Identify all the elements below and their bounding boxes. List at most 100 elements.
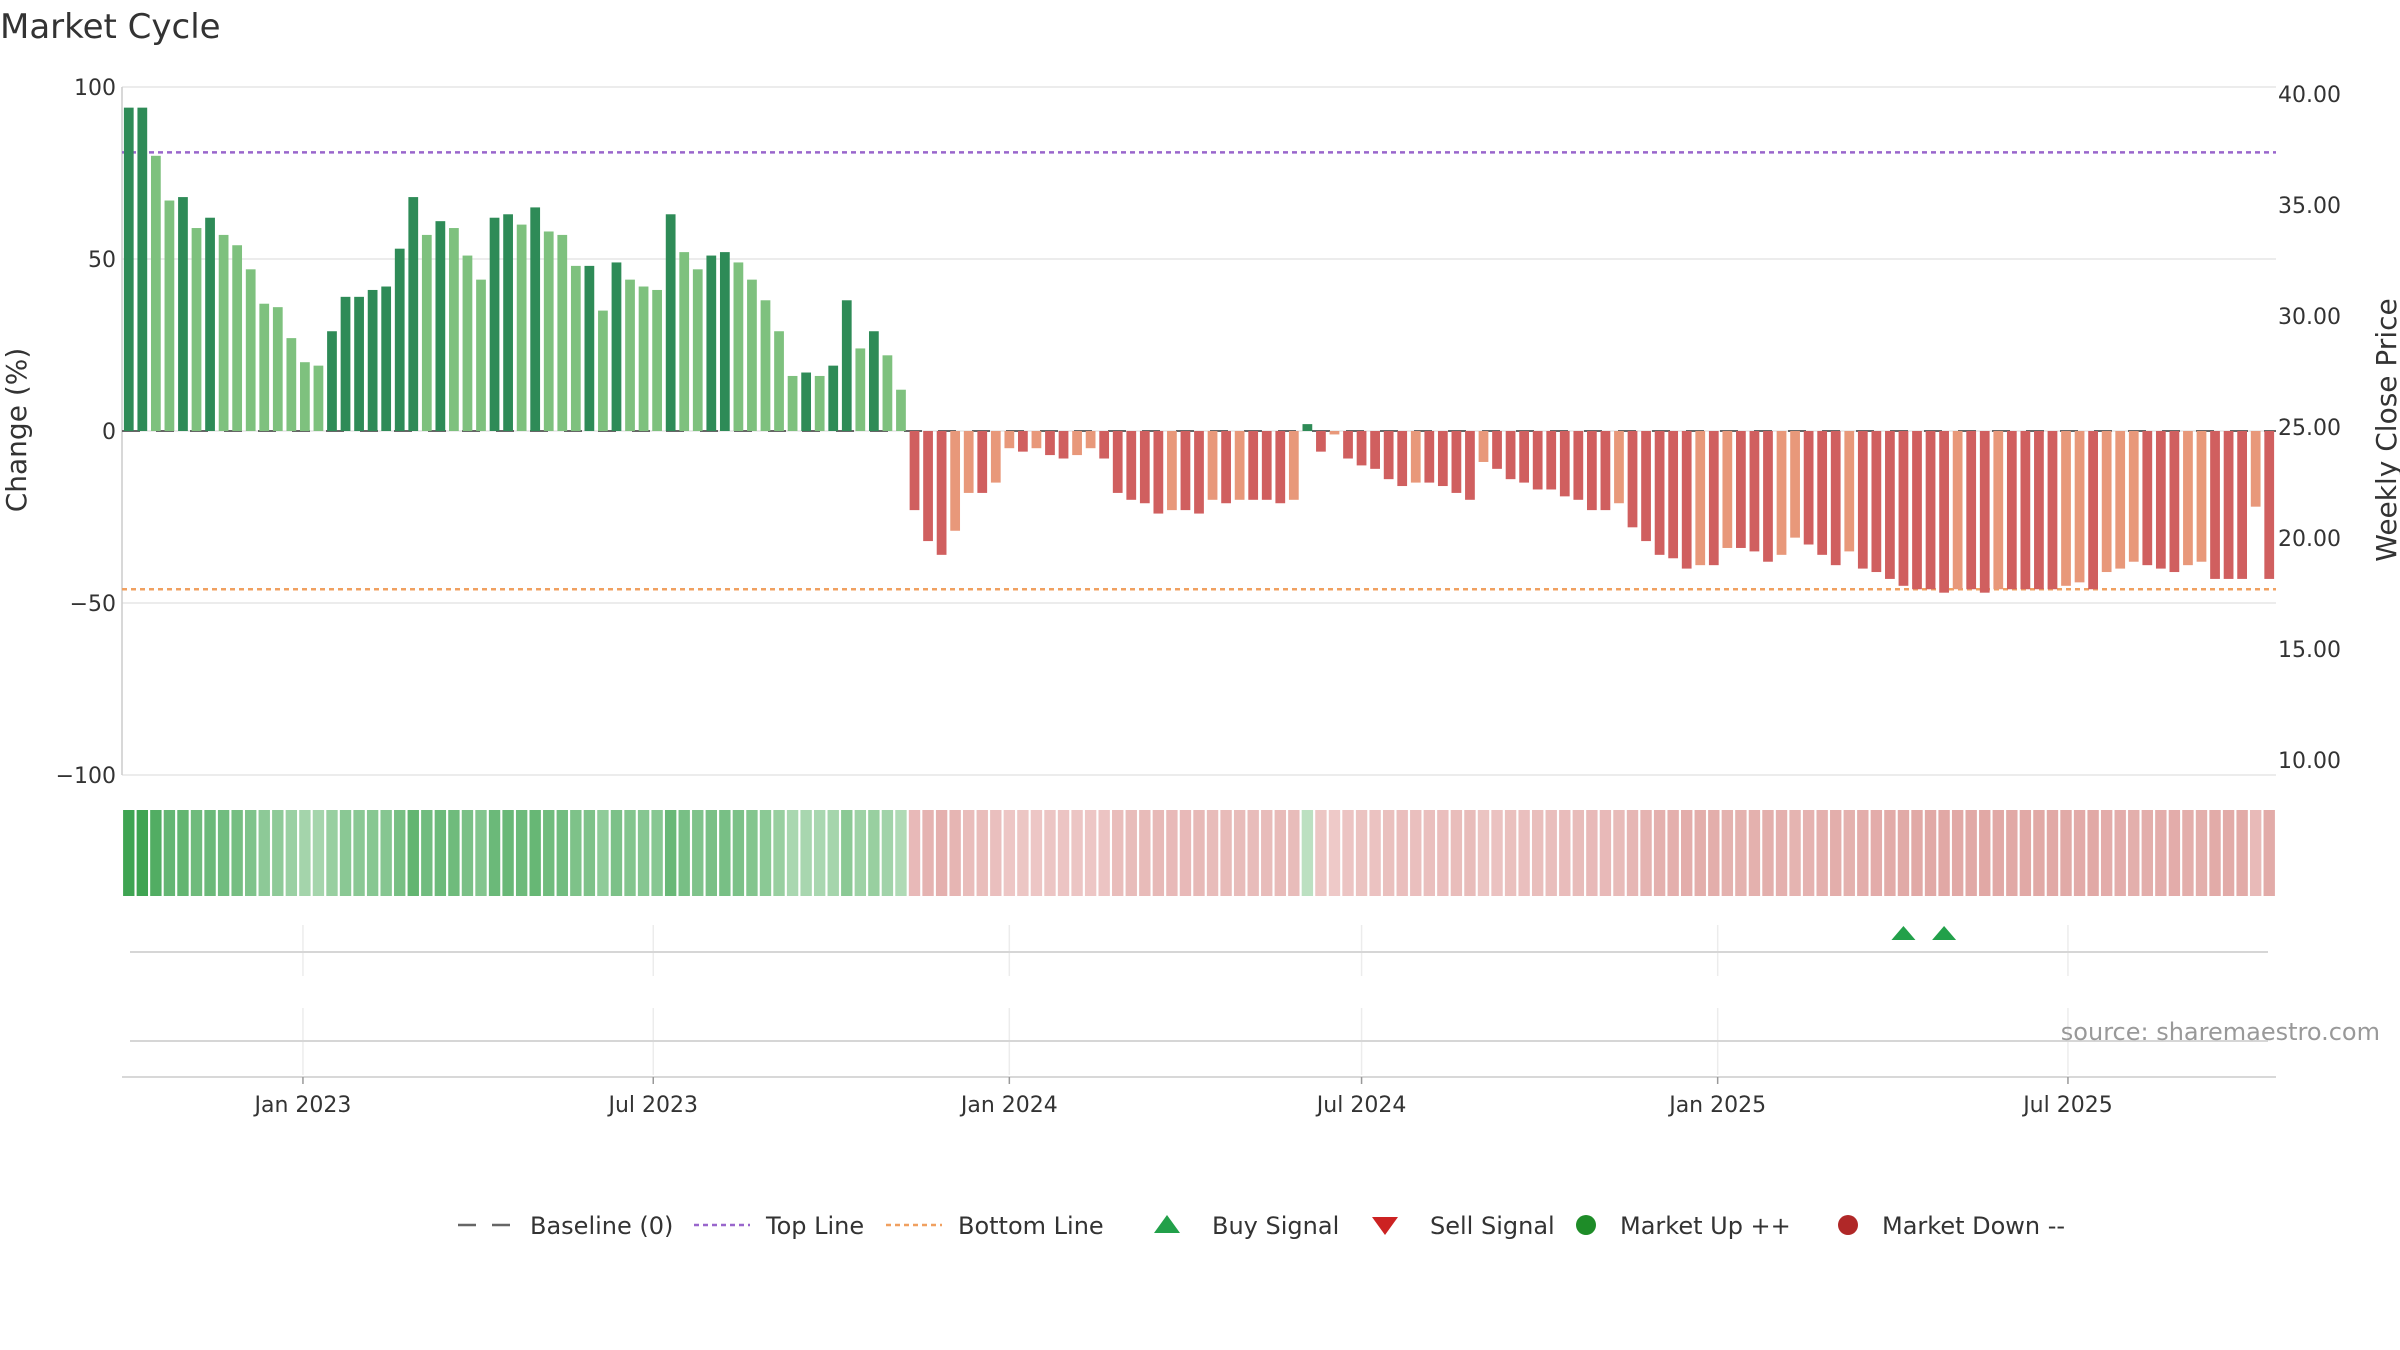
change-bar [1790, 431, 1800, 538]
heat-cell [1139, 810, 1151, 896]
legend: Baseline (0) Top Line Bottom Line Buy Signa… [458, 1212, 2065, 1240]
y2-axis-ticks: 40.00 35.00 30.00 25.00 20.00 15.00 10.00 [2278, 83, 2341, 774]
change-bar [340, 296, 351, 431]
heat-cell [1057, 810, 1070, 896]
change-bar [421, 234, 432, 431]
y-tick-label: 50 [88, 248, 116, 273]
heat-cell [746, 810, 758, 896]
change-bar [1451, 431, 1462, 493]
change-bar [1058, 431, 1069, 459]
heat-cell [2168, 810, 2181, 896]
change-bar [625, 279, 635, 431]
change-bar [1871, 431, 1882, 573]
change-bar [2061, 431, 2071, 586]
change-bar [2006, 431, 2017, 590]
heat-cell [610, 810, 623, 896]
heat-cell [1992, 810, 2004, 896]
heat-cell [488, 810, 501, 896]
heat-cell [786, 810, 799, 896]
change-bar [706, 255, 717, 431]
heat-cell [123, 810, 135, 896]
y-tick-label: −100 [56, 764, 116, 789]
change-bar [652, 289, 662, 431]
heat-cell [637, 810, 650, 896]
change-bar [1207, 431, 1218, 500]
change-bar [1885, 431, 1895, 579]
heat-cell [908, 810, 921, 896]
heat-cell [813, 810, 826, 896]
change-bar [1844, 431, 1855, 552]
x-tick-label: Jul 2023 [606, 1093, 698, 1118]
change-bar [963, 431, 974, 493]
change-bar [354, 296, 364, 431]
change-bar [1641, 431, 1651, 542]
change-bar [1586, 431, 1597, 511]
heat-cell [1112, 810, 1124, 896]
legend-label: Buy Signal [1212, 1212, 1339, 1240]
change-bar [1139, 431, 1150, 504]
change-bar [1099, 431, 1110, 459]
heat-cell [1911, 810, 1923, 896]
heat-cell [1762, 810, 1774, 896]
change-bar [300, 362, 310, 431]
heat-cell [949, 810, 961, 896]
change-bar [1600, 431, 1611, 511]
heat-cell [475, 810, 487, 896]
change-bar [1343, 431, 1353, 459]
heat-cell [1599, 810, 1612, 896]
heat-cell [1667, 810, 1679, 896]
y2-tick-label: 40.00 [2278, 83, 2341, 108]
heat-cell [1071, 810, 1083, 896]
change-bar [1898, 431, 1909, 586]
change-bar [2196, 431, 2207, 562]
heat-cell [1816, 810, 1828, 896]
change-bar [2020, 431, 2031, 590]
change-bar [2169, 431, 2180, 573]
change-bar [1830, 431, 1841, 566]
y2-tick-label: 25.00 [2278, 416, 2341, 441]
heat-cell [231, 810, 243, 896]
change-bar [1722, 431, 1733, 548]
heat-cell [543, 810, 555, 896]
y-tick-label: 100 [74, 76, 116, 101]
heat-cell [719, 810, 731, 896]
change-bar [1383, 431, 1394, 480]
change-bar [218, 234, 229, 431]
heat-cell [1626, 810, 1639, 896]
change-bar [1275, 431, 1286, 504]
change-bar [1912, 431, 1922, 590]
change-bar [2047, 431, 2058, 590]
change-bar [1505, 431, 1516, 480]
heat-cell [2182, 810, 2194, 896]
change-bar [1180, 431, 1191, 511]
heat-cell [1965, 810, 1977, 896]
heat-cell [394, 810, 406, 896]
heat-cell [1951, 810, 1964, 896]
change-bar [2223, 431, 2234, 579]
heat-cell [2128, 810, 2140, 896]
heat-cell [136, 810, 149, 896]
heat-cell [1261, 810, 1273, 896]
heat-cell [1938, 810, 1950, 896]
heat-cell [2046, 810, 2059, 896]
heat-cell [868, 810, 880, 896]
legend-label: Sell Signal [1430, 1212, 1555, 1240]
change-bar [313, 365, 324, 431]
x-axis-ticks: Jan 2023 Jul 2023 Jan 2024 Jul 2024 Jan 2025… [252, 1077, 2113, 1118]
change-bar [950, 431, 961, 531]
heat-cell [570, 810, 582, 896]
heat-cell [1328, 810, 1341, 896]
change-bar [1167, 431, 1177, 511]
change-bar [1979, 431, 1990, 593]
change-bar [598, 310, 608, 431]
heat-cell [353, 810, 365, 896]
x-tick-label: Jan 2024 [959, 1093, 1058, 1118]
change-bar [855, 348, 866, 431]
change-bar [977, 431, 988, 493]
change-bar [1437, 431, 1448, 487]
heat-cell [1884, 810, 1896, 896]
heat-cell [1220, 810, 1232, 896]
heat-cell [2209, 810, 2221, 896]
heat-cell [1342, 810, 1354, 896]
heat-cell [664, 810, 677, 896]
